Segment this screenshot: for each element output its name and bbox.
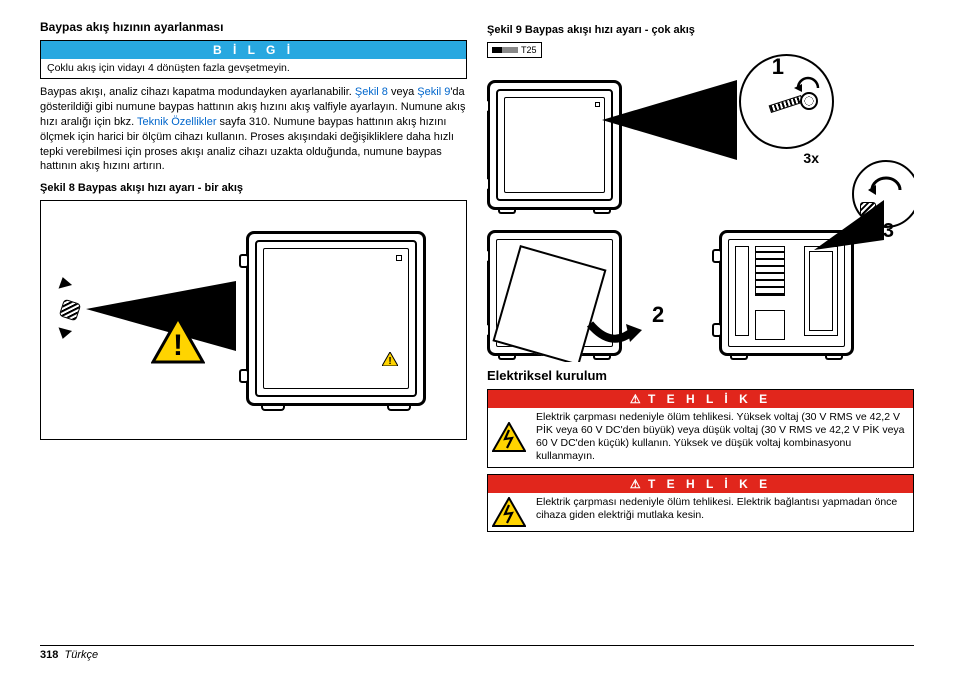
page-language: Türkçe bbox=[64, 649, 98, 661]
electrical-title: Elektriksel kurulum bbox=[487, 368, 914, 383]
detail-screw-icon bbox=[769, 95, 804, 113]
left-column: Baypas akış hızının ayarlanması B İ L G … bbox=[40, 20, 467, 538]
step-3-number: 3 bbox=[883, 220, 894, 243]
t25-label: T25 bbox=[521, 45, 537, 55]
lid-latch bbox=[396, 255, 402, 261]
bypass-title: Baypas akış hızının ayarlanması bbox=[40, 20, 467, 34]
lid: ! bbox=[255, 240, 417, 397]
step1-detail-circle bbox=[739, 54, 834, 149]
figure-8: ! ! bbox=[40, 200, 467, 440]
para-a: Baypas akışı, analiz cihazı kapatma modu… bbox=[40, 86, 355, 98]
page-footer: 318 Türkçe bbox=[40, 645, 914, 661]
shock-warning-icon bbox=[492, 422, 526, 452]
info-notice-head: B İ L G İ bbox=[41, 41, 466, 59]
rotate-arrow-icon bbox=[794, 74, 822, 94]
danger-body-2: Elektrik çarpması nedeniyle ölüm tehlike… bbox=[530, 493, 913, 531]
t25-box: T25 bbox=[487, 42, 542, 58]
x3-label: 3x bbox=[803, 150, 819, 166]
info-notice-body: Çoklu akış için vidayı 4 dönüşten fazla … bbox=[41, 59, 466, 78]
link-fig8[interactable]: Şekil 8 bbox=[355, 86, 388, 98]
foot-left bbox=[261, 403, 285, 411]
svg-text:!: ! bbox=[173, 329, 183, 362]
link-teknik[interactable]: Teknik Özellikler bbox=[137, 116, 216, 128]
fig9-caption: Şekil 9 Baypas akışı hızı ayarı - çok ak… bbox=[487, 24, 914, 36]
step-2-number: 2 bbox=[652, 302, 664, 328]
adjust-knob bbox=[59, 299, 82, 322]
shock-icon-cell-2 bbox=[488, 493, 530, 531]
main-paragraph: Baypas akışı, analiz cihazı kapatma modu… bbox=[40, 85, 467, 174]
analyzer-closed: ! bbox=[246, 231, 426, 406]
danger-body-1: Elektrik çarpması nedeniyle ölüm tehlike… bbox=[530, 408, 913, 467]
rotate-arrow-icon-2 bbox=[866, 170, 906, 198]
hinge-bottom bbox=[239, 369, 249, 383]
step-1-number: 1 bbox=[772, 54, 784, 80]
danger-box-2: ⚠ T E H L İ K E Elektrik çarpması nedeni… bbox=[487, 474, 914, 532]
page-number: 318 bbox=[40, 649, 58, 661]
danger-box-1: ⚠ T E H L İ K E Elektrik çarpması nedeni… bbox=[487, 389, 914, 468]
info-notice: B İ L G İ Çoklu akış için vidayı 4 dönüş… bbox=[40, 40, 467, 79]
link-fig9[interactable]: Şekil 9 bbox=[417, 86, 450, 98]
shock-warning-icon-2 bbox=[492, 497, 526, 527]
figure-9: T25 1 3x bbox=[487, 42, 914, 362]
big-warning-icon: ! bbox=[151, 316, 205, 364]
step1-cone bbox=[602, 80, 737, 170]
arrow-down bbox=[56, 328, 72, 341]
arrow-up bbox=[56, 276, 72, 289]
step3-cone bbox=[814, 200, 884, 260]
svg-text:!: ! bbox=[388, 356, 391, 366]
danger-head-2: ⚠ T E H L İ K E bbox=[488, 475, 913, 493]
danger-head-1: ⚠ T E H L İ K E bbox=[488, 390, 913, 408]
swing-arrow-icon bbox=[582, 320, 642, 360]
shock-icon-cell bbox=[488, 408, 530, 467]
detail-ring-icon bbox=[800, 92, 818, 110]
para-mid1: veya bbox=[388, 86, 417, 98]
lid-inner: ! bbox=[263, 248, 409, 389]
lid-warning-icon: ! bbox=[382, 352, 398, 366]
right-column: Şekil 9 Baypas akışı hızı ayarı - çok ak… bbox=[487, 20, 914, 538]
fig8-caption: Şekil 8 Baypas akışı hızı ayarı - bir ak… bbox=[40, 182, 467, 194]
side-knob-group bbox=[61, 301, 79, 319]
foot-right bbox=[387, 403, 411, 411]
screwdriver-icon bbox=[492, 47, 518, 53]
hinge-top bbox=[239, 254, 249, 268]
